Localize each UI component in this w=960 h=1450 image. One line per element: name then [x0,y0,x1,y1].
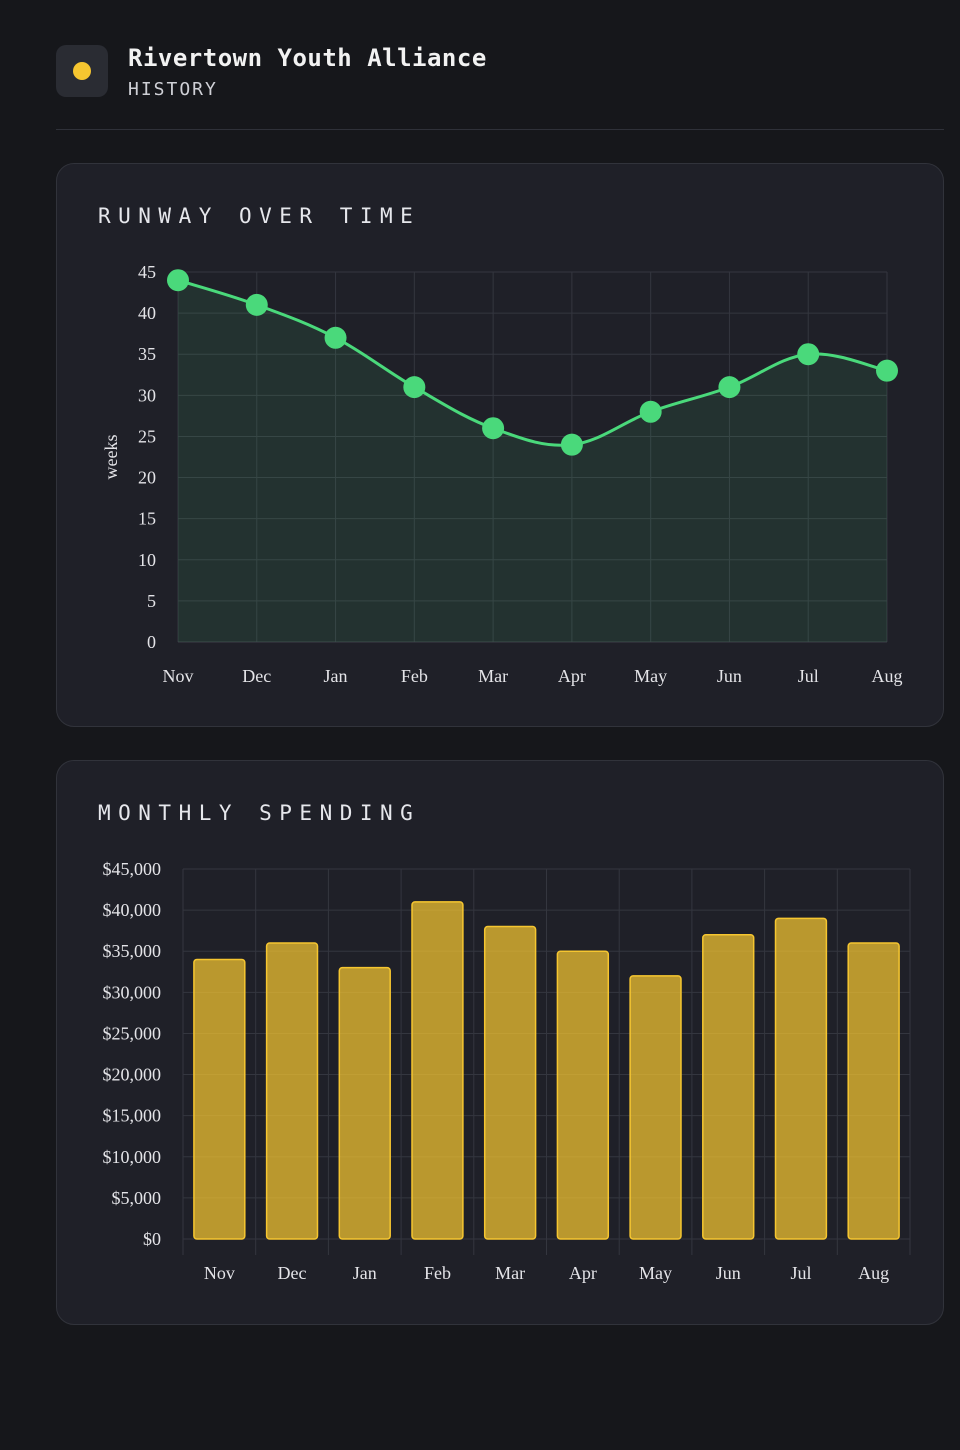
x-tick-label: Feb [401,666,428,686]
spending-bar [411,901,464,1240]
runway-point [245,293,268,316]
spending-bar [629,975,682,1240]
spending-bar [702,934,755,1240]
x-tick-label: Jun [717,666,742,686]
x-tick-label: Mar [478,666,508,686]
x-tick-label: Feb [424,1263,451,1283]
runway-point [324,326,347,349]
y-tick-label: 5 [147,591,156,611]
y-tick-label: 40 [138,303,156,323]
org-logo [56,45,108,97]
spending-chart-title: MONTHLY SPENDING [98,801,421,825]
y-tick-label: $5,000 [112,1188,162,1208]
y-tick-label: 25 [138,426,156,446]
y-tick-label: $40,000 [103,900,162,920]
y-tick-label: $45,000 [103,859,162,879]
x-tick-label: Apr [569,1263,597,1283]
runway-point [876,359,898,382]
org-name: Rivertown Youth Alliance [128,44,487,72]
x-tick-label: Mar [495,1263,525,1283]
runway-point [639,400,662,423]
x-tick-label: Jan [324,666,348,686]
x-tick-label: May [639,1263,672,1283]
y-tick-label: $0 [143,1229,161,1249]
y-tick-label: 10 [138,550,156,570]
y-tick-label: $25,000 [103,1023,162,1043]
runway-point [797,343,820,366]
spending-bar [556,950,610,1240]
section-label: HISTORY [128,79,218,100]
x-tick-label: Aug [872,666,903,686]
y-tick-label: $30,000 [103,982,162,1002]
runway-point [560,433,583,456]
logo-dot-icon [73,62,91,80]
x-tick-label: Dec [278,1263,307,1283]
y-tick-label: $20,000 [103,1065,162,1085]
y-tick-label: $35,000 [103,941,162,961]
x-tick-label: Jul [790,1263,811,1283]
y-tick-label: $10,000 [103,1147,162,1167]
x-tick-label: Jan [353,1263,377,1283]
x-tick-label: Jul [798,666,819,686]
runway-chart: 0 5 10 15 20 25 30 35 40 45 Nov Dec Jan Feb Mar Apr May J… [101,262,903,686]
spending-bar [265,942,319,1240]
y-tick-label: $15,000 [103,1106,162,1126]
y-tick-label: 30 [138,385,156,405]
runway-point [403,376,426,399]
spending-bar [193,958,246,1240]
runway-line [177,278,888,447]
spending-chart-card: MONTHLY SPENDING $0 $5,000 $10,000 $15,000 $… [56,760,944,1325]
spending-bar [483,925,537,1240]
y-axis-title: weeks [101,435,121,480]
y-tick-label: 15 [138,509,156,529]
y-tick-label: 35 [138,344,156,364]
spending-bar [847,942,900,1240]
y-tick-label: 20 [138,468,156,488]
runway-area [178,280,887,642]
x-tick-label: Nov [163,666,194,686]
x-tick-label: Nov [204,1263,235,1283]
y-tick-label: 0 [147,632,156,652]
x-tick-label: Aug [858,1263,889,1283]
spending-bar [338,966,391,1240]
runway-point [718,376,741,399]
runway-point [167,269,189,292]
runway-chart-card: RUNWAY OVER TIME 0 5 10 15 20 25 30 35 40 45 Nov De… [56,163,944,727]
runway-point [482,417,505,440]
x-tick-label: Apr [558,666,586,686]
y-tick-label: 45 [138,262,156,282]
spending-bar [774,917,828,1240]
spending-chart: $0 $5,000 $10,000 $15,000 $20,000 $25,000 $30,… [103,859,911,1283]
x-tick-label: Jun [716,1263,741,1283]
runway-chart-title: RUNWAY OVER TIME [98,204,421,228]
page-header: Rivertown Youth Alliance HISTORY [56,44,944,130]
x-tick-label: May [634,666,667,686]
x-tick-label: Dec [242,666,271,686]
